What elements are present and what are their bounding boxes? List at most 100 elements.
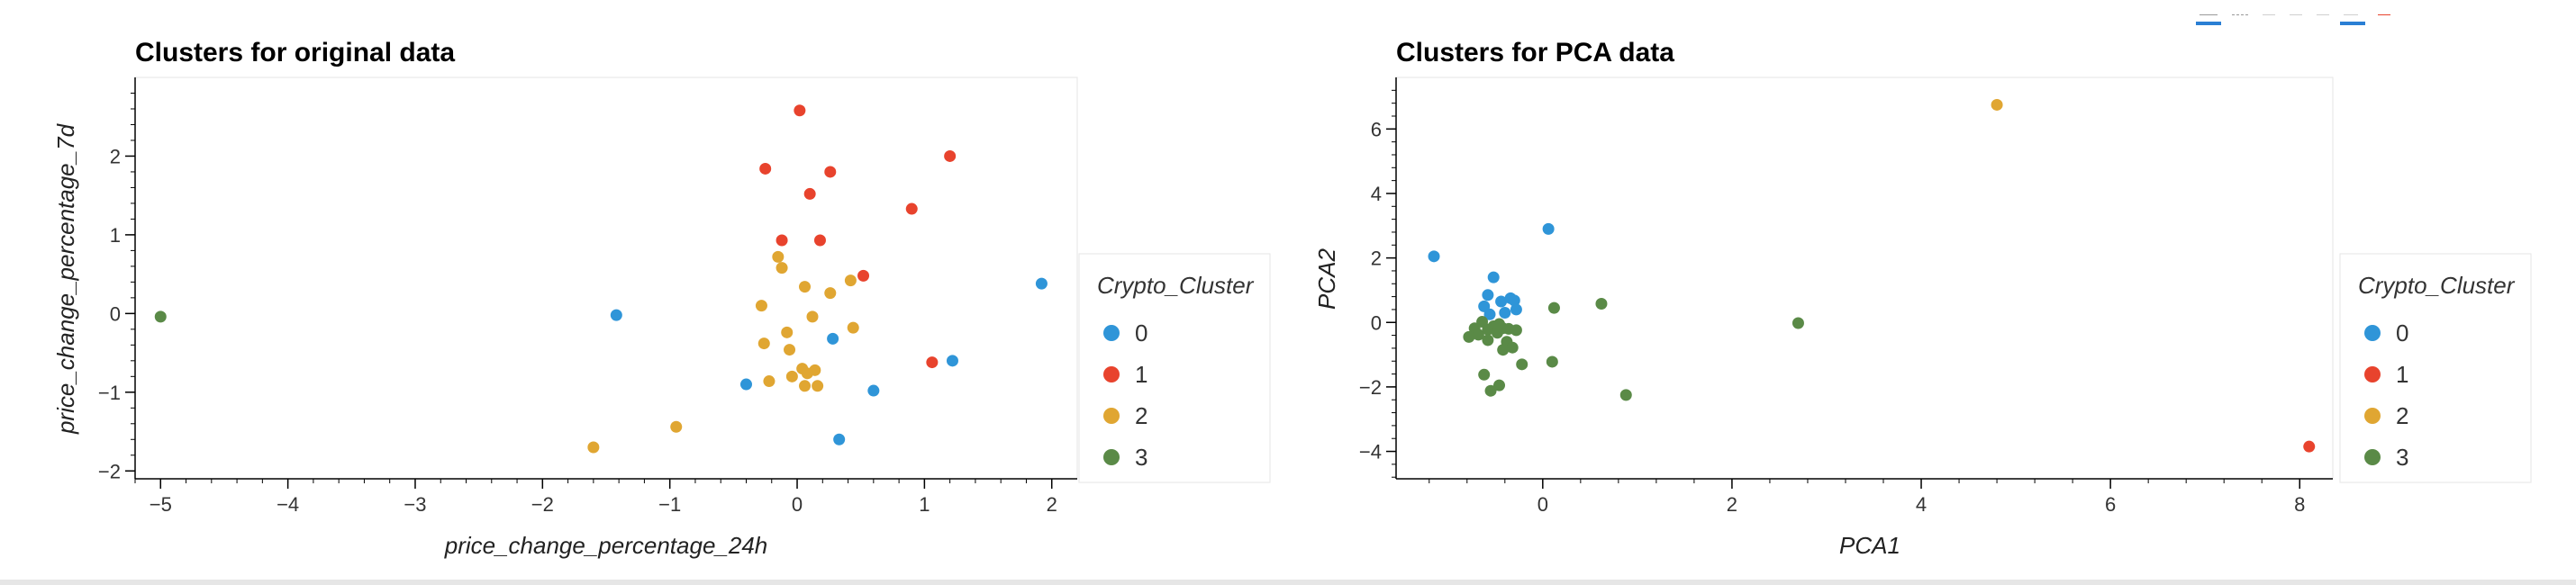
x-ticks: −5 −4 −3 −2 −1 0 1 2: [134, 479, 1057, 516]
box-zoom-icon[interactable]: [2232, 0, 2248, 15]
data-point-cluster-3[interactable]: [1516, 358, 1528, 371]
data-point-cluster-0[interactable]: [833, 433, 846, 446]
data-point-cluster-2[interactable]: [757, 338, 770, 350]
data-point-cluster-2[interactable]: [784, 344, 796, 356]
data-point-cluster-0[interactable]: [1542, 222, 1555, 235]
x-tick-label: −5: [150, 493, 172, 516]
data-point-cluster-1[interactable]: [905, 202, 918, 215]
y-ticks: −4 −2 0 2 4 6: [1359, 89, 1396, 478]
data-point-cluster-3[interactable]: [1546, 356, 1558, 368]
data-point-cluster-2[interactable]: [799, 281, 812, 293]
y-tick-label: −2: [1359, 376, 1382, 399]
data-point-cluster-0[interactable]: [610, 309, 622, 321]
data-point-cluster-3[interactable]: [1472, 328, 1484, 341]
data-point-cluster-1[interactable]: [759, 162, 772, 175]
data-point-cluster-2[interactable]: [801, 367, 813, 380]
legend-marker-0: [1103, 325, 1120, 341]
legend-label-2: 2: [1135, 402, 1147, 429]
data-point-cluster-1[interactable]: [803, 187, 816, 200]
data-point-cluster-3[interactable]: [1493, 318, 1506, 330]
data-point-cluster-1[interactable]: [794, 104, 806, 117]
chart-pca-data: Clusters for PCA data 0 2 4 6 8 −4 −2 0 2 4 6 PCA…: [1313, 38, 2532, 559]
data-point-cluster-2[interactable]: [785, 370, 798, 382]
bokeh-logo-icon[interactable]: [2378, 0, 2390, 15]
data-point-cluster-1[interactable]: [824, 166, 837, 178]
x-tick-label: 6: [2105, 493, 2116, 516]
chart-title: Clusters for original data: [135, 38, 455, 68]
plot-area[interactable]: [134, 76, 1078, 480]
data-point-cluster-2[interactable]: [812, 380, 824, 392]
x-tick-label: 2: [1727, 493, 1737, 516]
data-point-cluster-3[interactable]: [1791, 317, 1804, 329]
data-point-cluster-2[interactable]: [1991, 98, 2003, 111]
data-point-cluster-2[interactable]: [806, 310, 819, 323]
y-tick-label: 0: [110, 302, 121, 325]
data-point-cluster-0[interactable]: [946, 355, 958, 367]
y-tick-label: 6: [1371, 118, 1382, 140]
data-point-cluster-1[interactable]: [926, 356, 939, 369]
y-tick-label: −2: [98, 460, 121, 482]
data-point-cluster-0[interactable]: [1495, 295, 1508, 308]
data-point-cluster-2[interactable]: [772, 250, 785, 263]
data-point-cluster-1[interactable]: [944, 149, 957, 162]
chart-original-data: Clusters for original data −5 −4 −3 −2 −1 0 1 2…: [52, 38, 1271, 559]
data-point-cluster-3[interactable]: [1493, 379, 1506, 392]
y-axis-label: price_change_percentage_7d: [52, 122, 79, 435]
data-point-cluster-1[interactable]: [857, 269, 870, 282]
data-point-cluster-0[interactable]: [1510, 303, 1522, 316]
data-point-cluster-0[interactable]: [1508, 294, 1520, 307]
data-point-cluster-0[interactable]: [739, 378, 752, 391]
legend-label-3: 3: [1135, 444, 1147, 471]
data-point-cluster-2[interactable]: [824, 287, 837, 300]
data-point-cluster-3[interactable]: [1497, 344, 1510, 356]
data-point-cluster-2[interactable]: [799, 380, 812, 392]
y-tick-label: 2: [1371, 248, 1382, 270]
hover-icon[interactable]: [2344, 0, 2358, 15]
plot-area[interactable]: [1395, 76, 2334, 480]
data-point-cluster-2[interactable]: [763, 375, 776, 388]
data-point-cluster-3[interactable]: [1478, 368, 1491, 381]
reset-icon[interactable]: [2317, 0, 2329, 15]
data-point-cluster-1[interactable]: [813, 234, 826, 247]
data-point-cluster-0[interactable]: [1482, 289, 1494, 302]
x-axis-label: PCA1: [1839, 532, 1900, 559]
legend-items: 0 1 2 3: [1103, 320, 1147, 471]
data-point-cluster-2[interactable]: [776, 262, 788, 274]
data-point-cluster-0[interactable]: [827, 332, 839, 345]
y-tick-label: 4: [1371, 183, 1382, 205]
data-point-cluster-3[interactable]: [1510, 324, 1522, 337]
data-point-cluster-3[interactable]: [1595, 297, 1608, 310]
chart-title: Clusters for PCA data: [1396, 38, 1674, 68]
data-point-cluster-0[interactable]: [1483, 308, 1496, 320]
data-point-cluster-3[interactable]: [1482, 334, 1494, 346]
data-point-cluster-1[interactable]: [2303, 440, 2316, 453]
data-point-cluster-2[interactable]: [587, 441, 600, 454]
wheel-zoom-icon[interactable]: [2263, 0, 2275, 15]
x-tick-label: −4: [277, 493, 299, 516]
data-point-cluster-3[interactable]: [1547, 302, 1560, 314]
data-point-cluster-3[interactable]: [1506, 341, 1519, 354]
data-point-cluster-0[interactable]: [1428, 250, 1440, 263]
data-point-cluster-2[interactable]: [670, 420, 683, 433]
x-tick-label: 0: [792, 493, 803, 516]
data-point-cluster-0[interactable]: [1487, 271, 1500, 284]
save-icon[interactable]: [2290, 0, 2302, 15]
data-point-cluster-0[interactable]: [1499, 307, 1511, 320]
data-point-cluster-2[interactable]: [781, 326, 794, 338]
data-point-cluster-3[interactable]: [1484, 384, 1497, 397]
data-point-cluster-3[interactable]: [154, 310, 167, 323]
data-point-cluster-2[interactable]: [755, 300, 767, 312]
data-point-cluster-2[interactable]: [847, 321, 859, 334]
data-point-cluster-3[interactable]: [1476, 316, 1489, 328]
data-point-cluster-3[interactable]: [1463, 330, 1475, 343]
x-tick-label: 4: [1916, 493, 1927, 516]
data-point-cluster-0[interactable]: [867, 384, 880, 397]
x-axis-label: price_change_percentage_24h: [444, 532, 768, 559]
pan-icon[interactable]: [2200, 0, 2218, 15]
legend-label-0: 0: [2396, 320, 2408, 346]
data-point-cluster-2[interactable]: [844, 274, 857, 287]
y-tick-label: −1: [98, 382, 121, 404]
data-point-cluster-0[interactable]: [1035, 277, 1048, 290]
data-point-cluster-1[interactable]: [776, 234, 788, 247]
data-point-cluster-3[interactable]: [1619, 389, 1632, 401]
